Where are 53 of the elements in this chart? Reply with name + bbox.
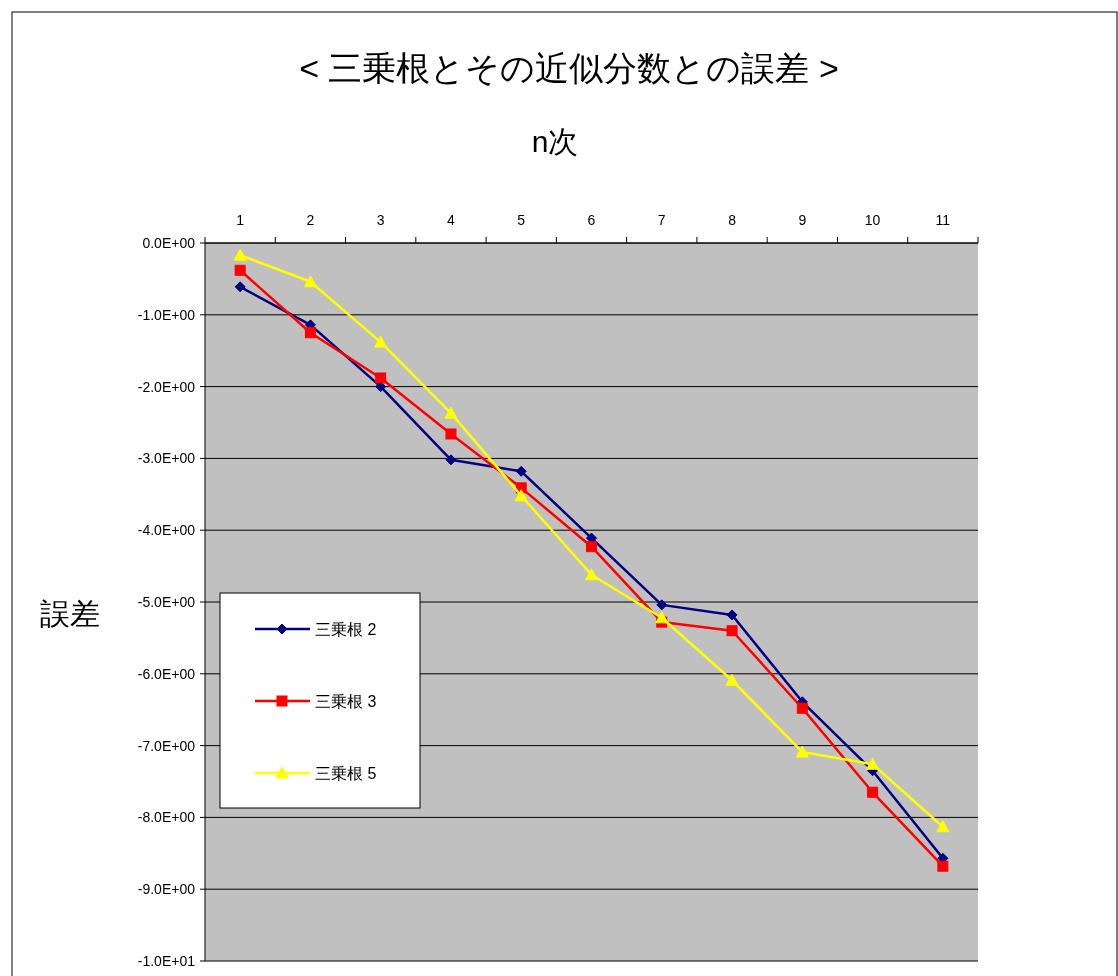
point: [795, 745, 809, 758]
legend-label: 三乗根 2: [315, 621, 377, 638]
legend-label: 三乗根 5: [315, 765, 377, 782]
y-tick-label: -6.0E+00: [137, 665, 196, 682]
y-tick-label: -3.0E+00: [137, 450, 196, 467]
point: [726, 609, 738, 621]
point: [937, 860, 949, 872]
point: [515, 465, 527, 477]
point: [233, 248, 247, 261]
point: [866, 757, 880, 770]
y-tick-label: -1.0E+01: [137, 953, 196, 969]
point: [303, 275, 317, 288]
x-tick-label: 4: [447, 212, 456, 228]
point: [445, 428, 457, 440]
point: [867, 786, 879, 798]
point: [726, 625, 738, 637]
x-tick-label: 3: [376, 212, 385, 228]
x-tick-label: 5: [517, 212, 526, 228]
point: [936, 820, 950, 833]
x-axis-title: n次: [531, 125, 579, 158]
y-tick-label: -4.0E+00: [137, 522, 196, 539]
point: [304, 327, 316, 339]
x-tick-label: 1: [236, 212, 245, 228]
y-axis-title: 誤差: [40, 597, 100, 630]
y-tick-label: 0.0E+00: [142, 235, 196, 251]
point: [655, 611, 669, 624]
x-tick-label: 10: [864, 212, 881, 228]
point: [445, 454, 457, 466]
x-tick-label: 11: [935, 212, 951, 228]
point: [586, 541, 597, 553]
point: [796, 702, 808, 714]
x-tick-label: 9: [798, 212, 807, 228]
point: [374, 335, 388, 348]
point: [444, 406, 458, 419]
legend-label: 三乗根 3: [315, 693, 377, 710]
x-tick-label: 8: [728, 212, 737, 228]
y-tick-label: -9.0E+00: [137, 881, 196, 898]
y-tick-label: -5.0E+00: [137, 594, 196, 610]
y-tick-label: -2.0E+00: [137, 378, 196, 395]
point: [725, 673, 739, 686]
chart-title: < 三乗根とその近似分数との誤差 >: [299, 49, 839, 87]
x-tick-label: 6: [587, 212, 596, 228]
point: [234, 281, 246, 293]
x-tick-label: 7: [657, 212, 666, 228]
point: [234, 264, 246, 276]
point: [656, 599, 668, 611]
y-tick-label: -7.0E+00: [137, 737, 196, 754]
point: [514, 489, 528, 502]
x-tick-label: 2: [306, 212, 315, 228]
y-tick-label: -8.0E+00: [137, 809, 196, 826]
point: [585, 568, 598, 581]
point: [375, 372, 387, 384]
y-tick-label: -1.0E+00: [137, 306, 196, 323]
